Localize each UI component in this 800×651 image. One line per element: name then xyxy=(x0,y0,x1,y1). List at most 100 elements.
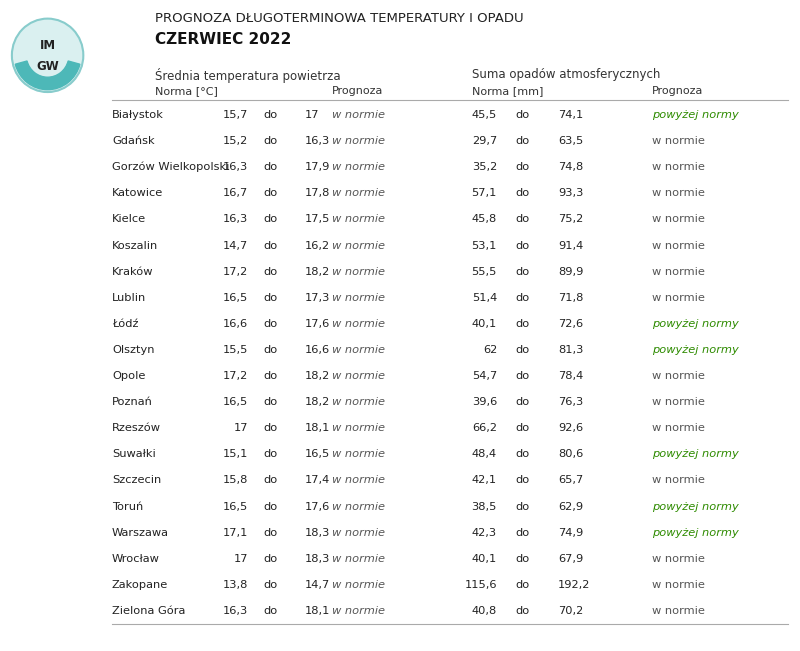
Text: Zielona Góra: Zielona Góra xyxy=(112,606,186,616)
Text: 17,2: 17,2 xyxy=(222,371,248,381)
Text: 18,3: 18,3 xyxy=(305,528,330,538)
Text: do: do xyxy=(515,293,529,303)
Text: w normie: w normie xyxy=(332,475,385,486)
Text: Prognoza: Prognoza xyxy=(332,86,383,96)
Text: 40,8: 40,8 xyxy=(472,606,497,616)
Text: 115,6: 115,6 xyxy=(465,580,497,590)
Text: powyżej normy: powyżej normy xyxy=(652,110,738,120)
Text: 75,2: 75,2 xyxy=(558,214,583,225)
Text: 62,9: 62,9 xyxy=(558,501,583,512)
Text: w normie: w normie xyxy=(332,449,385,460)
Text: 45,5: 45,5 xyxy=(472,110,497,120)
Text: do: do xyxy=(263,475,277,486)
Text: powyżej normy: powyżej normy xyxy=(652,319,738,329)
Text: do: do xyxy=(515,319,529,329)
Text: 17,5: 17,5 xyxy=(305,214,330,225)
Text: CZERWIEC 2022: CZERWIEC 2022 xyxy=(155,32,291,47)
Text: Rzeszów: Rzeszów xyxy=(112,423,161,434)
Text: Koszalin: Koszalin xyxy=(112,241,158,251)
Text: Lublin: Lublin xyxy=(112,293,146,303)
Text: 18,1: 18,1 xyxy=(305,606,330,616)
Text: 63,5: 63,5 xyxy=(558,136,583,146)
Text: do: do xyxy=(263,397,277,407)
Text: 35,2: 35,2 xyxy=(472,162,497,173)
Text: 16,5: 16,5 xyxy=(222,397,248,407)
Text: powyżej normy: powyżej normy xyxy=(652,528,738,538)
Text: Poznań: Poznań xyxy=(112,397,153,407)
Text: Zakopane: Zakopane xyxy=(112,580,168,590)
Text: do: do xyxy=(263,580,277,590)
Text: do: do xyxy=(515,580,529,590)
Text: IM: IM xyxy=(39,38,56,51)
Text: 16,5: 16,5 xyxy=(222,293,248,303)
Text: 17,9: 17,9 xyxy=(305,162,330,173)
Text: do: do xyxy=(515,501,529,512)
Text: w normie: w normie xyxy=(652,214,705,225)
Text: 65,7: 65,7 xyxy=(558,475,583,486)
Text: w normie: w normie xyxy=(652,475,705,486)
Text: w normie: w normie xyxy=(332,162,385,173)
Text: 17: 17 xyxy=(305,110,319,120)
Text: 39,6: 39,6 xyxy=(472,397,497,407)
Text: do: do xyxy=(515,110,529,120)
Text: 74,8: 74,8 xyxy=(558,162,583,173)
Text: w normie: w normie xyxy=(332,345,385,355)
Text: do: do xyxy=(263,371,277,381)
Text: do: do xyxy=(263,449,277,460)
Text: Suma opadów atmosferycznych: Suma opadów atmosferycznych xyxy=(472,68,660,81)
Text: w normie: w normie xyxy=(652,580,705,590)
Text: 70,2: 70,2 xyxy=(558,606,583,616)
Text: Średnia temperatura powietrza: Średnia temperatura powietrza xyxy=(155,68,341,83)
Text: Opole: Opole xyxy=(112,371,146,381)
Text: w normie: w normie xyxy=(332,241,385,251)
Text: 18,3: 18,3 xyxy=(305,554,330,564)
Text: Olsztyn: Olsztyn xyxy=(112,345,154,355)
Text: 17,8: 17,8 xyxy=(305,188,330,199)
Text: 17,6: 17,6 xyxy=(305,319,330,329)
Text: do: do xyxy=(515,449,529,460)
Text: do: do xyxy=(263,501,277,512)
Text: 72,6: 72,6 xyxy=(558,319,583,329)
Text: 17,6: 17,6 xyxy=(305,501,330,512)
Text: 62: 62 xyxy=(482,345,497,355)
Text: w normie: w normie xyxy=(332,319,385,329)
Text: 17: 17 xyxy=(234,554,248,564)
Text: do: do xyxy=(263,345,277,355)
Text: 15,7: 15,7 xyxy=(222,110,248,120)
Text: 16,6: 16,6 xyxy=(223,319,248,329)
Text: w normie: w normie xyxy=(652,188,705,199)
Text: 29,7: 29,7 xyxy=(472,136,497,146)
Text: w normie: w normie xyxy=(332,580,385,590)
Text: w normie: w normie xyxy=(652,162,705,173)
Text: w normie: w normie xyxy=(652,423,705,434)
Text: do: do xyxy=(263,554,277,564)
Text: w normie: w normie xyxy=(332,554,385,564)
Text: 16,5: 16,5 xyxy=(305,449,330,460)
Text: 13,8: 13,8 xyxy=(222,580,248,590)
Text: 17,3: 17,3 xyxy=(305,293,330,303)
Text: do: do xyxy=(263,606,277,616)
Text: Szczecin: Szczecin xyxy=(112,475,162,486)
Text: 53,1: 53,1 xyxy=(472,241,497,251)
Text: do: do xyxy=(515,554,529,564)
Text: do: do xyxy=(263,162,277,173)
Text: Białystok: Białystok xyxy=(112,110,164,120)
Text: w normie: w normie xyxy=(652,241,705,251)
Text: 67,9: 67,9 xyxy=(558,554,583,564)
Text: w normie: w normie xyxy=(332,136,385,146)
Text: Katowice: Katowice xyxy=(112,188,163,199)
Text: Wrocław: Wrocław xyxy=(112,554,160,564)
Text: 51,4: 51,4 xyxy=(472,293,497,303)
Text: do: do xyxy=(515,423,529,434)
Text: w normie: w normie xyxy=(332,528,385,538)
Text: 78,4: 78,4 xyxy=(558,371,583,381)
Text: 74,9: 74,9 xyxy=(558,528,583,538)
Text: GW: GW xyxy=(36,60,59,73)
Text: 71,8: 71,8 xyxy=(558,293,583,303)
Text: w normie: w normie xyxy=(652,371,705,381)
Text: do: do xyxy=(515,397,529,407)
Text: w normie: w normie xyxy=(332,423,385,434)
Text: 89,9: 89,9 xyxy=(558,267,583,277)
Text: 74,1: 74,1 xyxy=(558,110,583,120)
Text: 38,5: 38,5 xyxy=(472,501,497,512)
